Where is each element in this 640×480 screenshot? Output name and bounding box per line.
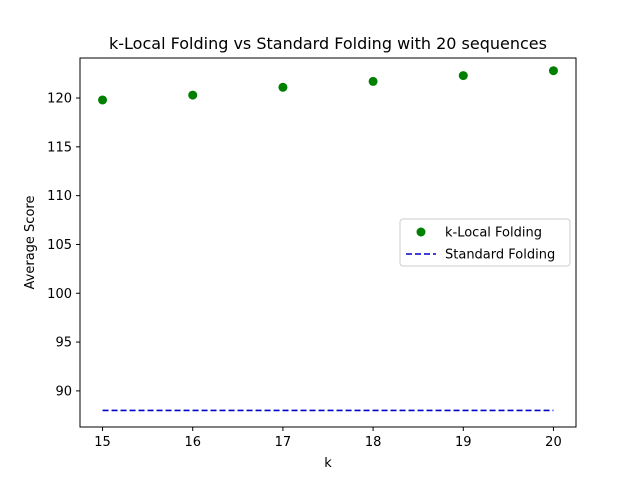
x-tick-label: 18 <box>365 435 382 450</box>
y-tick-label: 90 <box>55 384 72 399</box>
plot-area-frame <box>79 57 577 428</box>
x-tick-label: 19 <box>455 435 472 450</box>
k-local-folding-point <box>548 66 558 76</box>
x-tick-label: 20 <box>545 435 562 450</box>
y-tick-label: 120 <box>47 92 72 107</box>
legend: k-Local Folding Standard Folding <box>399 218 571 267</box>
y-tick-label: 110 <box>47 189 72 204</box>
legend-label: k-Local Folding <box>445 226 542 241</box>
legend-frame <box>399 218 571 267</box>
k-local-folding-point <box>188 90 198 100</box>
x-axis-label: k <box>324 456 332 471</box>
y-tick-label: 105 <box>47 238 72 253</box>
plot-marks <box>98 66 558 412</box>
y-tick-label: 100 <box>47 287 72 302</box>
x-tick-label: 15 <box>94 435 111 450</box>
x-tick-label: 16 <box>184 435 201 450</box>
y-axis-label: Average Score <box>23 196 38 290</box>
x-axis-ticks: 15 16 17 18 19 20 <box>94 427 562 450</box>
y-tick-label: 115 <box>47 140 72 155</box>
k-local-folding-point <box>368 76 378 86</box>
x-tick-label: 17 <box>275 435 292 450</box>
k-local-folding-point <box>458 71 468 81</box>
y-axis-ticks: 90 95 100 105 110 115 120 <box>47 92 80 399</box>
k-local-folding-point <box>278 82 288 92</box>
y-tick-label: 95 <box>55 336 72 351</box>
legend-marker-k-local-folding <box>416 227 426 237</box>
chart-title: k-Local Folding vs Standard Folding with… <box>109 34 547 53</box>
k-local-folding-point <box>98 95 108 105</box>
legend-label: Standard Folding <box>445 248 555 263</box>
